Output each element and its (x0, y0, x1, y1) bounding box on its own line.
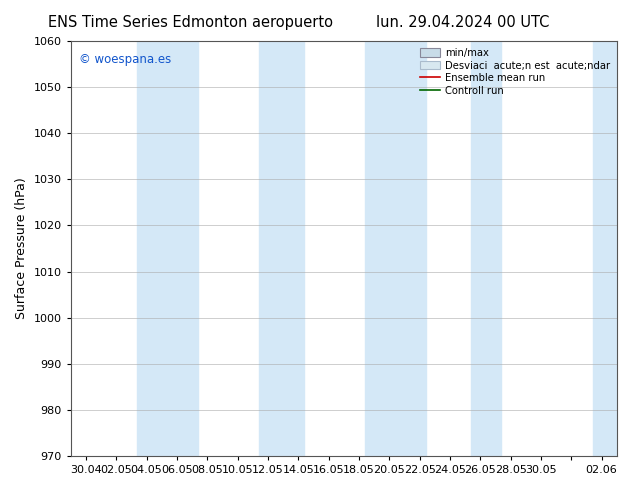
Text: lun. 29.04.2024 00 UTC: lun. 29.04.2024 00 UTC (376, 15, 550, 30)
Text: © woespana.es: © woespana.es (79, 53, 171, 67)
Bar (259, 41, 304, 456)
Text: ENS Time Series Edmonton aeropuerto: ENS Time Series Edmonton aeropuerto (48, 15, 333, 30)
Bar (471, 41, 501, 456)
Bar (593, 41, 617, 456)
Legend: min/max, Desviaci  acute;n est  acute;ndar, Ensemble mean run, Controll run: min/max, Desviaci acute;n est acute;ndar… (418, 46, 612, 98)
Y-axis label: Surface Pressure (hPa): Surface Pressure (hPa) (15, 178, 28, 319)
Bar (138, 41, 198, 456)
Bar (365, 41, 425, 456)
